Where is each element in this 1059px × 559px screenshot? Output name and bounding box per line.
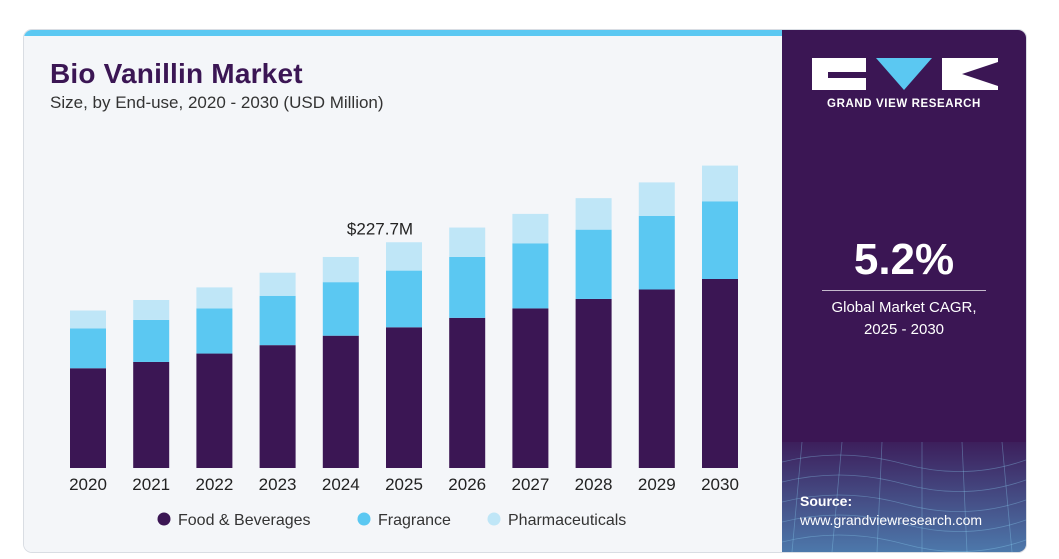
- bar-segment-pharma-2028: [575, 198, 612, 230]
- legend-marker-fragrance: [357, 512, 371, 526]
- x-tick-label-2026: 2026: [448, 475, 486, 494]
- bar-segment-food-2021: [133, 361, 170, 468]
- source-note: Source: www.grandviewresearch.com: [800, 492, 982, 530]
- bar-segment-pharma-2025: [386, 242, 422, 271]
- x-tick-label-2029: 2029: [638, 475, 676, 494]
- bar-segment-pharma-2023: [259, 272, 296, 296]
- cagr-label-line1: Global Market CAGR,: [831, 299, 977, 316]
- bar-segment-pharma-2029: [638, 182, 675, 216]
- legend-label-fragrance: Fragrance: [378, 512, 451, 529]
- bar-segment-food-2024: [322, 335, 359, 468]
- bar-segment-fragrance-2022: [196, 308, 233, 354]
- accent-bar: [24, 30, 782, 36]
- wave-decoration: [782, 442, 1026, 552]
- cagr-label-line2: 2025 - 2030: [863, 321, 945, 338]
- bar-segment-fragrance-2024: [322, 282, 359, 336]
- bar-segment-food-2026: [449, 317, 486, 468]
- bar-segment-fragrance-2020: [70, 328, 106, 369]
- bar-segment-fragrance-2025: [386, 270, 422, 328]
- bar-segment-fragrance-2026: [449, 256, 486, 318]
- legend-label-food: Food & Beverages: [178, 512, 311, 529]
- bar-segment-pharma-2026: [449, 227, 486, 257]
- cagr-label: Global Market CAGR, 2025 - 2030: [782, 297, 1026, 341]
- x-tick-label-2020: 2020: [69, 475, 107, 494]
- bar-segment-food-2027: [512, 308, 549, 468]
- bar-chart: 2020 2021 2022 2023 2024 2025 $227.7M 2026 2027 2…: [69, 165, 739, 529]
- chart-panel: Bio Vanillin Market Size, by End-use, 20…: [24, 30, 782, 552]
- bar-segment-fragrance-2029: [638, 216, 675, 290]
- bar-segment-pharma-2030: [702, 165, 738, 202]
- brand-name: GRAND VIEW RESEARCH: [827, 98, 981, 110]
- bar-segment-fragrance-2030: [702, 201, 738, 279]
- source-label: Source:: [800, 493, 853, 509]
- bar-segment-food-2020: [70, 368, 106, 468]
- chart-subtitle: Size, by End-use, 2020 - 2030 (USD Milli…: [50, 93, 384, 112]
- bar-segment-fragrance-2027: [512, 243, 549, 309]
- bar-segment-food-2022: [196, 353, 233, 468]
- x-tick-label-2023: 2023: [259, 475, 297, 494]
- x-tick-label-2022: 2022: [195, 475, 233, 494]
- chart-title: Bio Vanillin Market: [50, 58, 303, 89]
- x-tick-label-2025: 2025: [385, 475, 423, 494]
- cagr-divider: [822, 290, 986, 291]
- cagr-value: 5.2%: [853, 235, 955, 284]
- bar-segment-food-2030: [702, 279, 738, 468]
- bar-segment-pharma-2027: [512, 213, 549, 244]
- chart-card: Bio Vanillin Market Size, by End-use, 20…: [24, 30, 1026, 552]
- data-label-2025: $227.7M: [347, 219, 413, 238]
- bar-segment-pharma-2022: [196, 287, 233, 309]
- source-url[interactable]: www.grandviewresearch.com: [800, 512, 983, 528]
- x-tick-label-2028: 2028: [575, 475, 613, 494]
- bar-segment-food-2029: [638, 289, 675, 468]
- x-tick-label-2027: 2027: [511, 475, 549, 494]
- bar-segment-food-2025: [386, 327, 422, 468]
- bar-segment-pharma-2020: [70, 310, 106, 329]
- legend-marker-pharma: [487, 512, 501, 526]
- bar-segment-food-2028: [575, 298, 612, 468]
- grand-view-research-logo: [812, 58, 998, 90]
- bar-segment-fragrance-2028: [575, 229, 612, 299]
- bar-segment-pharma-2024: [322, 256, 359, 283]
- x-tick-label-2024: 2024: [322, 475, 360, 494]
- bar-segment-fragrance-2021: [133, 319, 170, 362]
- x-tick-label-2030: 2030: [701, 475, 739, 494]
- legend-label-pharma: Pharmaceuticals: [508, 512, 626, 529]
- bar-segment-food-2023: [259, 345, 296, 468]
- x-tick-label-2021: 2021: [132, 475, 170, 494]
- summary-panel: GRAND VIEW RESEARCH 5.2% Global Market C…: [782, 30, 1026, 552]
- legend-marker-food: [157, 512, 171, 526]
- bar-segment-fragrance-2023: [259, 295, 296, 346]
- bar-segment-pharma-2021: [133, 300, 170, 320]
